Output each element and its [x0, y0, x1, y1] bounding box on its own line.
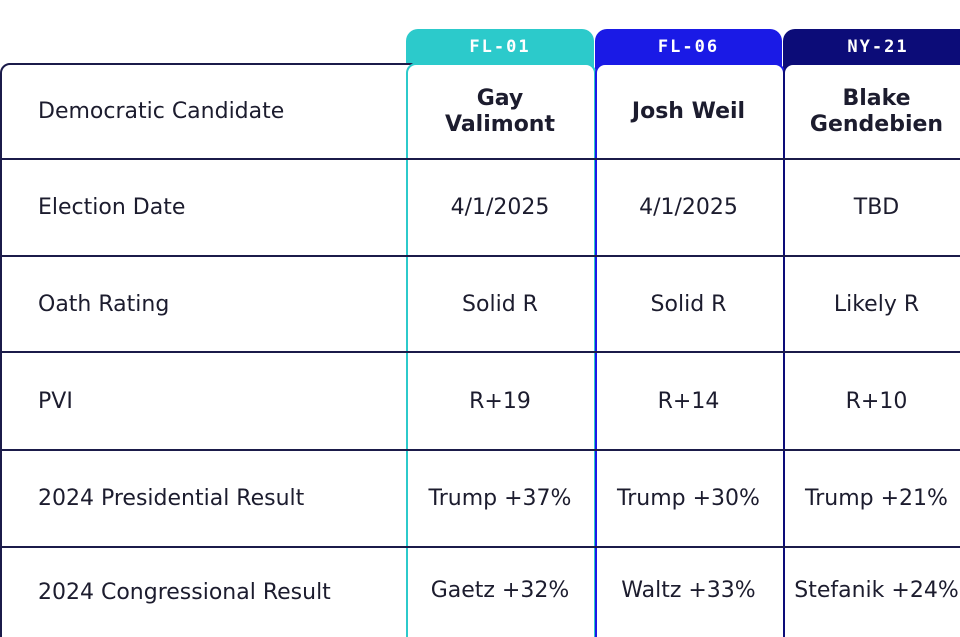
oath-rating-ny-21: Likely R: [833, 291, 920, 317]
tab-ny-21-label: NY-21: [847, 37, 909, 57]
pvi-fl-06: R+14: [657, 388, 720, 414]
candidate-fl-01-line1: Gay: [476, 85, 524, 111]
row-divider: [0, 158, 960, 160]
congressional-fl-01: Gaetz +32%: [430, 578, 570, 603]
election-date-ny-21: TBD: [853, 195, 900, 220]
election-date-fl-06: 4/1/2025: [639, 195, 738, 220]
candidate-fl-01: Gay Valimont: [406, 65, 594, 158]
row-divider: [0, 546, 960, 548]
election-date-fl-01: 4/1/2025: [450, 195, 550, 220]
candidate-ny-21-line1: Blake: [842, 85, 911, 111]
label-presidential-result: 2024 Presidential Result: [38, 486, 305, 511]
label-congressional-result: 2024 Congressional Result: [38, 580, 331, 605]
row-divider: [0, 449, 960, 451]
row-divider: [0, 351, 960, 353]
row-divider: [0, 255, 960, 257]
label-democratic-candidate: Democratic Candidate: [38, 99, 285, 124]
candidate-ny-21: Blake Gendebien: [783, 65, 960, 158]
oath-rating-fl-06: Solid R: [650, 291, 727, 317]
oath-rating-fl-01: Solid R: [462, 291, 538, 317]
candidate-fl-01-line2: Valimont: [445, 111, 555, 137]
candidate-ny-21-line2: Gendebien: [809, 111, 944, 137]
pvi-ny-21: R+10: [845, 388, 908, 414]
candidate-fl-06-line1: Josh Weil: [631, 98, 746, 124]
candidate-fl-06: Josh Weil: [595, 65, 782, 158]
label-election-date: Election Date: [38, 195, 186, 220]
tab-fl-06-label: FL-06: [657, 37, 720, 57]
tab-fl-01-label: FL-01: [469, 37, 531, 57]
pvi-fl-01: R+19: [469, 388, 531, 414]
presidential-fl-06: Trump +30%: [617, 486, 760, 511]
label-pvi: PVI: [38, 388, 73, 414]
label-oath-rating: Oath Rating: [38, 291, 170, 317]
presidential-fl-01: Trump +37%: [428, 486, 572, 511]
congressional-ny-21: Stefanik +24%: [794, 578, 959, 603]
presidential-ny-21: Trump +21%: [805, 486, 948, 511]
congressional-fl-06: Waltz +33%: [621, 578, 756, 603]
